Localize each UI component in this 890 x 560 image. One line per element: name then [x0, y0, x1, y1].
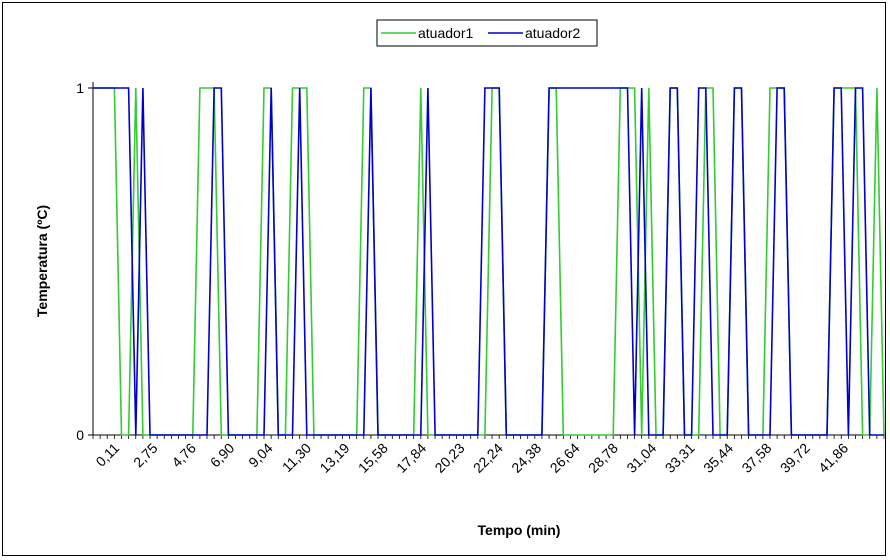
- legend: atuador1 atuador2: [376, 19, 598, 47]
- x-tick-label: 0,11: [92, 440, 122, 470]
- x-tick-label: 26,64: [547, 440, 583, 476]
- x-tick-label: 9,04: [245, 440, 276, 471]
- plot-area: 0 1 0,11 2,75 4,76 6,90 9,04 11,30 13,19 15,58 17,…: [76, 80, 885, 476]
- x-tick-label: 28,78: [585, 440, 621, 476]
- y-axis-title: Temperatura (ºC): [34, 205, 50, 317]
- series-line-atuador2: [93, 87, 884, 436]
- x-tick-label: 22,24: [470, 440, 506, 476]
- x-tick-label: 13,19: [316, 440, 352, 476]
- x-tick-label: 4,76: [168, 440, 199, 471]
- x-tick-label: 11,30: [279, 440, 315, 476]
- series-line-atuador1: [93, 87, 885, 436]
- x-tick-label: 2,75: [130, 440, 161, 471]
- legend-label-atuador1: atuador1: [418, 25, 473, 41]
- x-tick-label: 6,90: [207, 440, 238, 471]
- x-tick-label: 31,04: [623, 440, 659, 476]
- x-tick-label: 41,86: [815, 440, 851, 476]
- x-tick-label: 35,44: [700, 440, 736, 476]
- x-tick-label: 20,23: [431, 440, 467, 476]
- x-tick-label: 39,72: [777, 440, 813, 476]
- y-tick-label: 0: [76, 427, 84, 443]
- x-tick-label: 37,58: [738, 440, 774, 476]
- x-axis-title: Tempo (min): [478, 522, 561, 538]
- x-tick-label: 15,58: [355, 440, 391, 476]
- y-tick-label: 1: [76, 80, 84, 96]
- x-tick-label: 33,31: [662, 440, 698, 476]
- legend-label-atuador2: atuador2: [525, 25, 580, 41]
- x-tick-label: 24,38: [508, 440, 544, 476]
- x-tick-label: 17,84: [393, 440, 429, 476]
